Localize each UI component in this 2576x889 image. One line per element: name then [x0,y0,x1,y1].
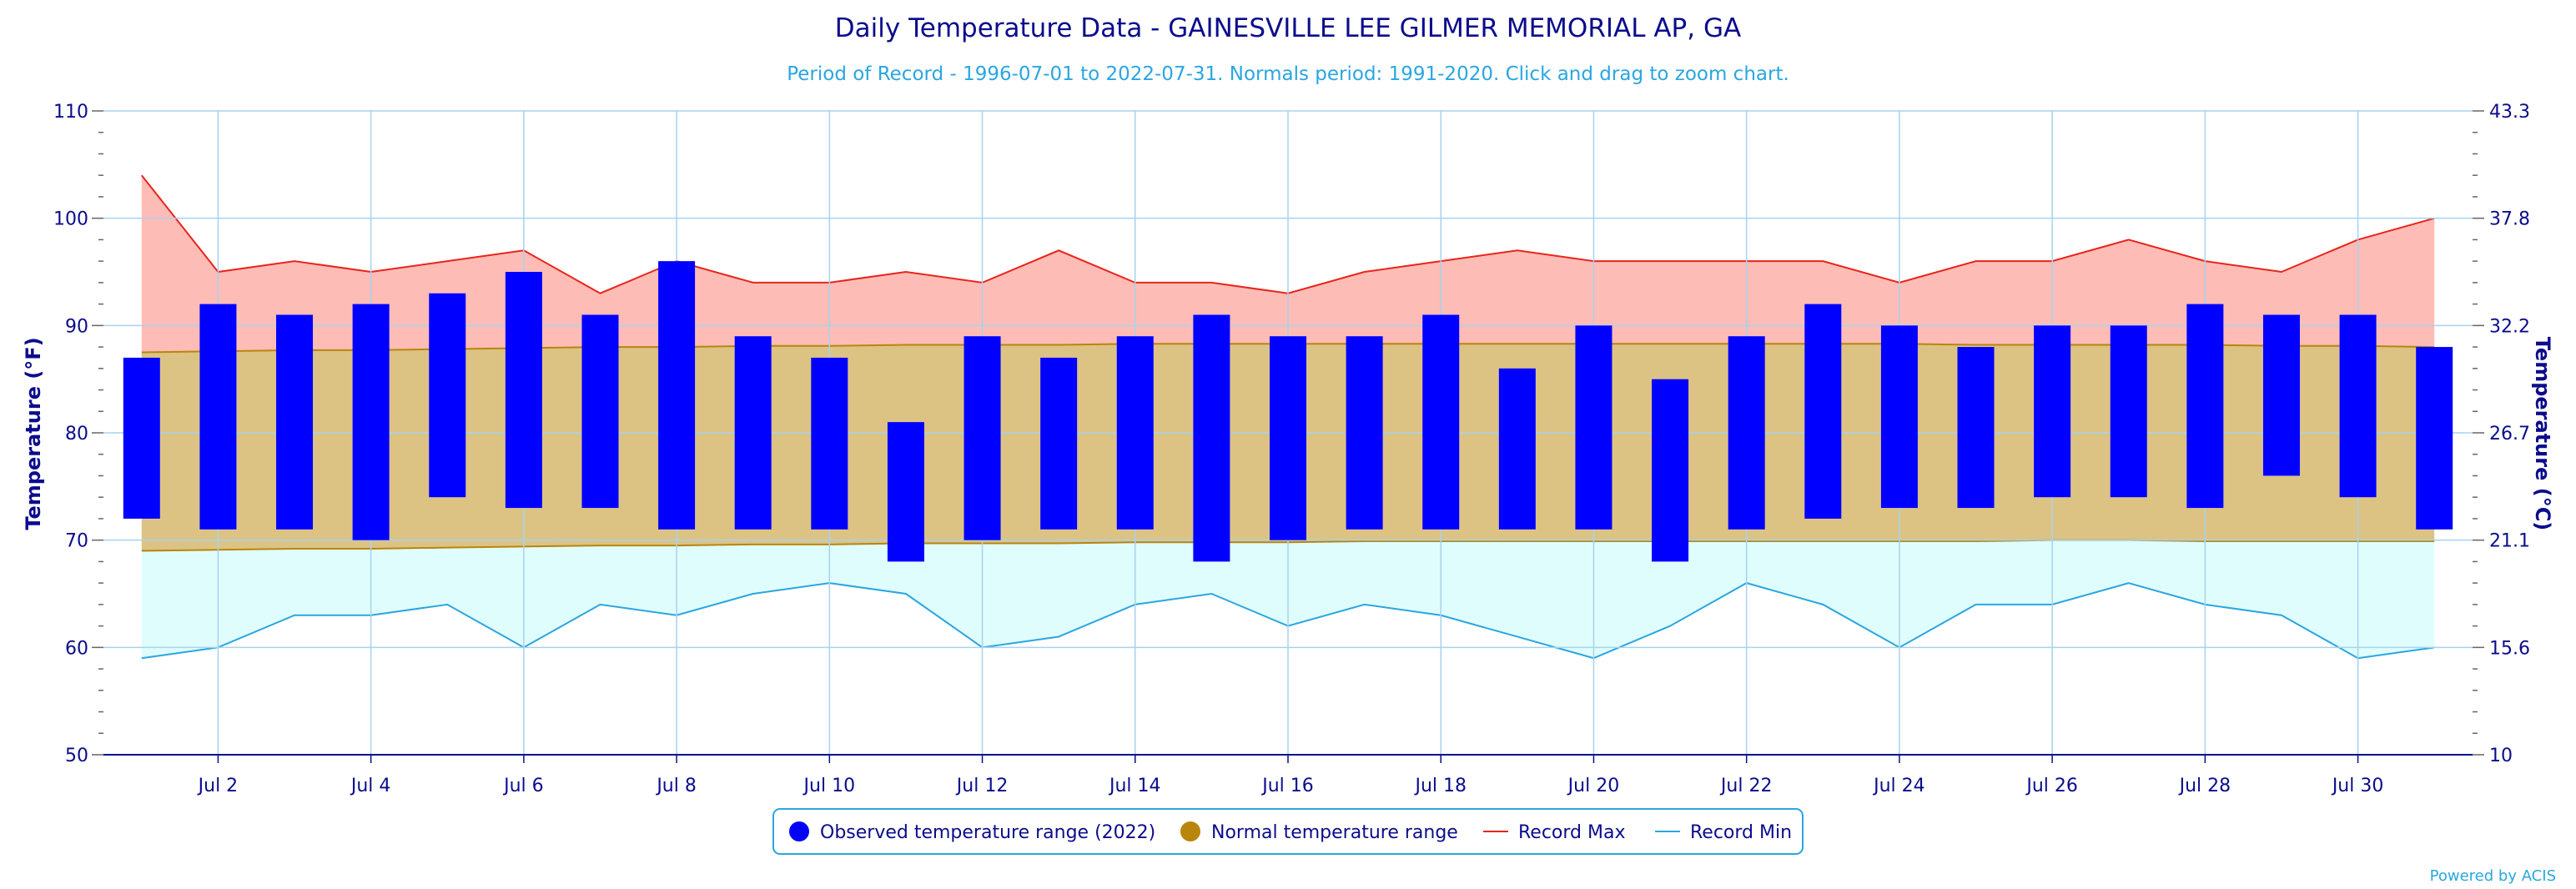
observed-bar [199,304,237,530]
observed-bar [352,304,390,540]
observed-bar [1346,336,1383,530]
y-tick-label-right: 21.1 [2489,531,2530,552]
y-tick-label-right: 32.2 [2489,316,2530,337]
observed-bar [1652,379,1689,562]
observed-bar [1193,314,1230,562]
chart-subtitle: Period of Record - 1996-07-01 to 2022-07… [787,63,1789,85]
y-tick-label-right: 37.8 [2489,209,2530,230]
observed-bar [887,422,924,562]
y-tick-label-right: 15.6 [2489,638,2530,659]
legend-observed-label[interactable]: Observed temperature range (2022) [820,822,1155,843]
x-tick-labels: Jul 2 Jul 4 Jul 6 Jul 8 Jul 10 Jul 12 Jul 14 Ju… [197,776,2384,796]
x-tick-label: Jul 24 [1872,776,1925,796]
observed-bar [1957,347,1995,509]
observed-bar [1040,357,1078,530]
x-tick-label: Jul 18 [1413,776,1467,796]
y-tick-label-left: 50 [65,746,88,766]
x-tick-label: Jul 26 [2025,776,2078,796]
observed-bar [2110,325,2147,498]
observed-bar [2339,314,2377,498]
observed-bar [2416,347,2453,530]
observed-bar [1804,304,1842,519]
y-tick-label-left: 110 [53,102,88,123]
legend-record-max-label[interactable]: Record Max [1518,822,1626,843]
observed-bar [734,336,772,530]
legend[interactable]: Observed temperature range (2022) Normal… [772,808,1804,855]
x-tick-label: Jul 30 [2331,776,2384,796]
credit-link[interactable]: Powered by ACIS [2430,867,2556,885]
observed-bar [581,314,619,509]
observed-bar [1575,325,1613,530]
observed-bar [1422,314,1460,530]
x-tick-label: Jul 4 [350,776,391,796]
observed-bar [505,272,542,509]
legend-normal-marker [1180,821,1200,841]
y-axis-title-left: Temperature (°F) [22,337,45,530]
legend-box [772,808,1804,855]
chart-title: Daily Temperature Data - GAINESVILLE LEE… [835,13,1741,43]
legend-record-min-label[interactable]: Record Min [1690,822,1792,843]
legend-normal-label[interactable]: Normal temperature range [1211,822,1458,843]
x-tick-label: Jul 16 [1260,776,1314,796]
x-tick-label: Jul 6 [502,776,544,796]
y-tick-label-left: 60 [65,638,88,659]
x-tick-label: Jul 28 [2178,776,2231,796]
observed-bar [1270,336,1306,540]
y-tick-labels-left: 50 60 70 80 90 100 110 [53,102,88,766]
observed-bar [429,293,466,498]
x-tick-label: Jul 8 [655,776,697,796]
y-tick-label-left: 70 [65,531,88,552]
observed-bars [123,261,2453,562]
axes [92,110,2484,763]
y-tick-label-right: 10 [2489,746,2513,766]
observed-bar [1880,325,1918,509]
observed-bar [1728,336,1765,530]
y-tick-labels-right: 10 15.6 21.1 26.7 32.2 37.8 43.3 [2489,102,2530,766]
observed-bar [2034,325,2071,498]
legend-observed-marker [789,821,809,841]
observed-bar [963,336,1001,540]
observed-bar [2262,314,2300,476]
observed-bar [123,357,160,519]
observed-bar [276,314,314,530]
x-tick-label: Jul 12 [955,776,1009,796]
x-tick-label: Jul 2 [197,776,239,796]
observed-bar [1498,368,1536,530]
record-max-band [141,175,2435,353]
x-tick-label: Jul 22 [1719,776,1773,796]
y-tick-label-left: 90 [65,316,88,337]
y-tick-label-right: 26.7 [2489,424,2530,444]
x-tick-label: Jul 10 [802,776,856,796]
x-tick-label: Jul 14 [1108,776,1161,796]
y-tick-label-left: 100 [53,209,88,230]
y-axis-title-right: Temperature (°C) [2531,337,2554,531]
y-tick-label-left: 80 [65,424,88,444]
observed-bar [658,261,696,530]
x-tick-label: Jul 20 [1567,776,1620,796]
observed-bar [811,357,848,530]
observed-bar [2186,304,2224,509]
observed-bar [1116,336,1154,530]
y-tick-label-right: 43.3 [2489,102,2530,123]
